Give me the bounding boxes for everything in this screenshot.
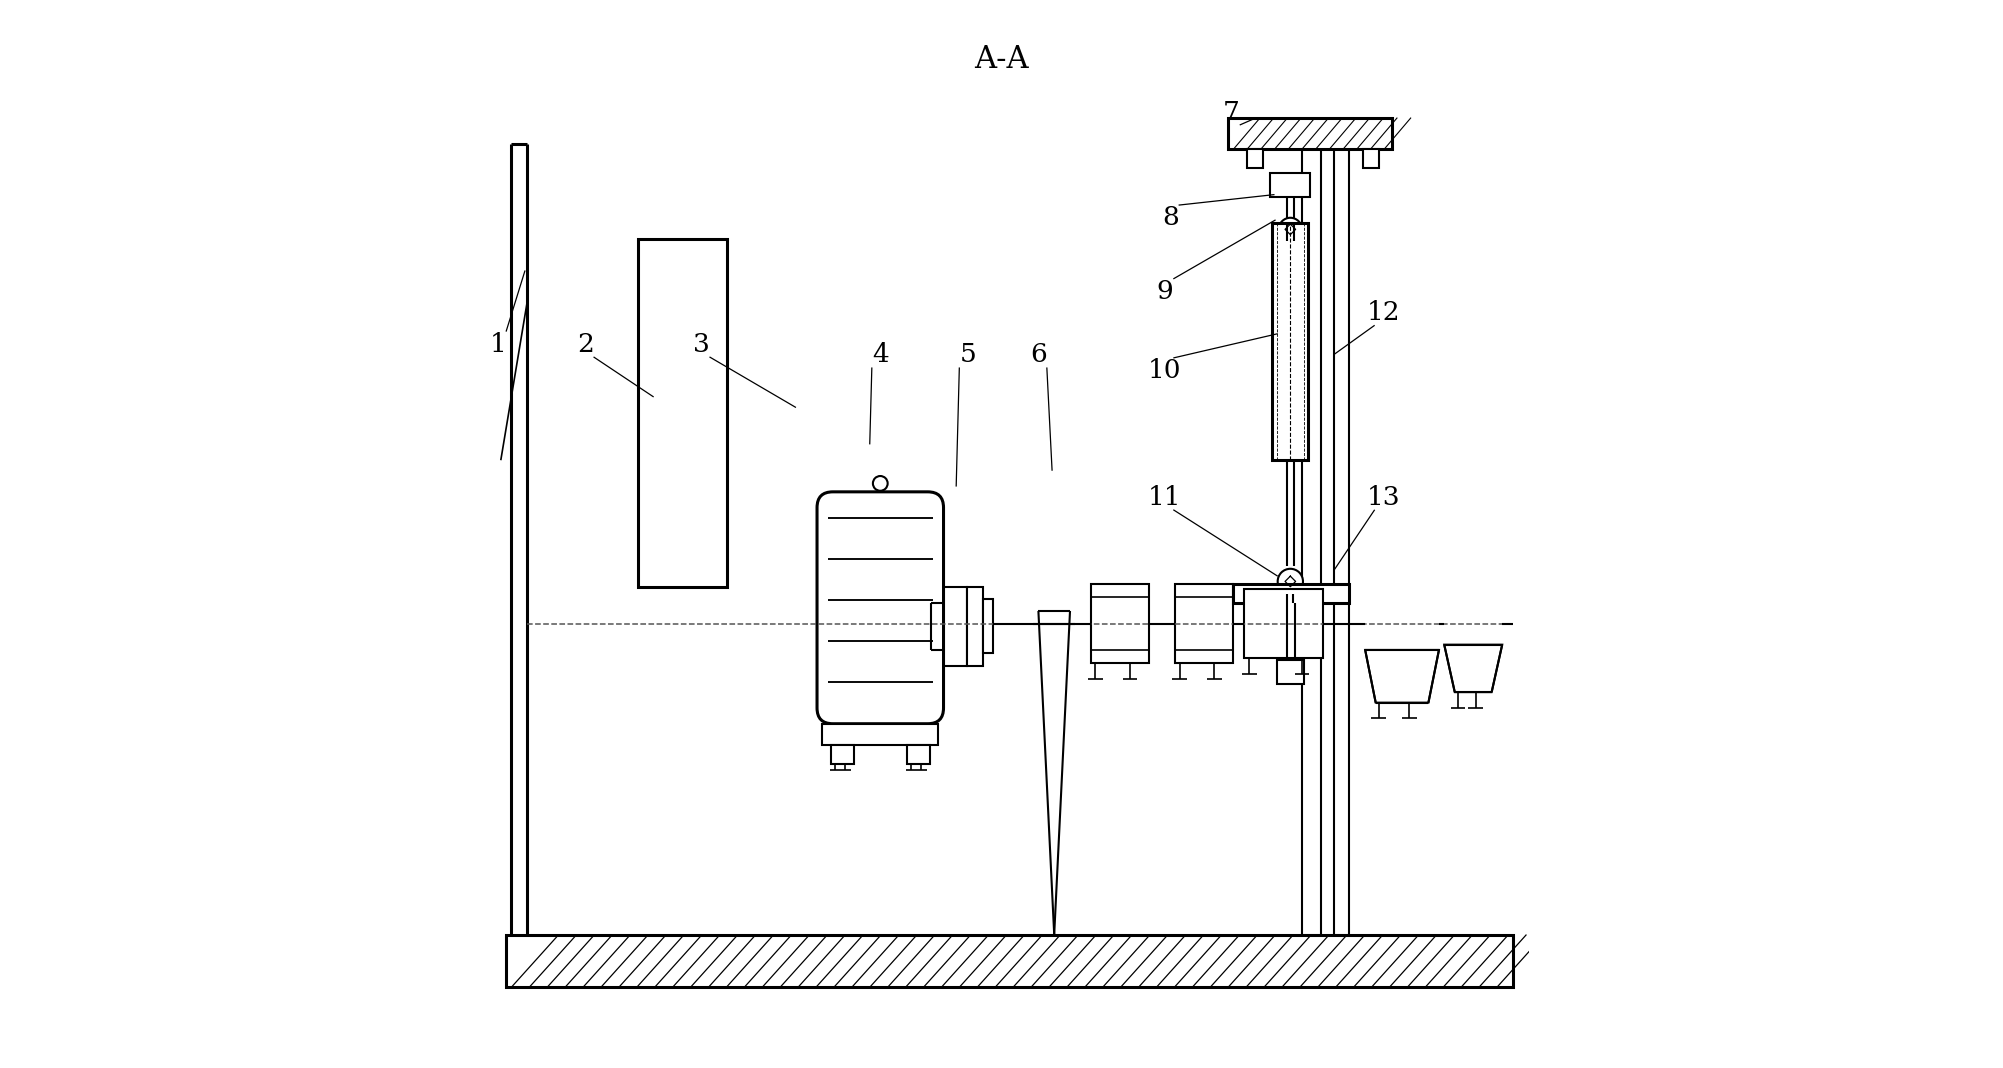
Text: 4: 4 xyxy=(871,343,889,367)
Circle shape xyxy=(1278,218,1302,241)
Text: 7: 7 xyxy=(1224,99,1240,125)
Bar xyxy=(823,724,937,744)
Bar xyxy=(943,586,967,665)
Circle shape xyxy=(1278,569,1304,594)
Bar xyxy=(907,744,929,764)
Bar xyxy=(1244,590,1324,658)
FancyBboxPatch shape xyxy=(817,492,943,724)
Text: 5: 5 xyxy=(959,343,975,367)
Circle shape xyxy=(873,476,887,491)
Text: 11: 11 xyxy=(1148,485,1182,509)
Text: 8: 8 xyxy=(1162,205,1178,231)
Bar xyxy=(1228,117,1392,150)
Bar xyxy=(1276,660,1304,684)
Bar xyxy=(983,599,993,654)
Bar xyxy=(1364,150,1378,169)
Bar xyxy=(831,744,853,764)
Text: 3: 3 xyxy=(693,332,709,357)
Bar xyxy=(1092,584,1150,663)
Polygon shape xyxy=(1366,650,1438,703)
Bar xyxy=(1270,173,1310,197)
Text: 12: 12 xyxy=(1366,300,1400,325)
Polygon shape xyxy=(1444,645,1502,692)
Bar xyxy=(1176,584,1234,663)
Text: 1: 1 xyxy=(489,332,507,357)
Bar xyxy=(1334,150,1350,934)
Bar xyxy=(637,239,727,586)
Text: 2: 2 xyxy=(577,332,593,357)
Bar xyxy=(967,586,983,665)
Text: A-A: A-A xyxy=(973,44,1030,75)
Text: 6: 6 xyxy=(1030,343,1048,367)
Text: 13: 13 xyxy=(1366,485,1400,509)
Bar xyxy=(507,934,1512,987)
Bar xyxy=(1272,223,1308,460)
Bar xyxy=(1248,150,1264,169)
Text: 9: 9 xyxy=(1156,279,1174,304)
Bar xyxy=(1302,150,1320,934)
Bar xyxy=(1234,583,1350,602)
Text: 10: 10 xyxy=(1148,358,1182,383)
